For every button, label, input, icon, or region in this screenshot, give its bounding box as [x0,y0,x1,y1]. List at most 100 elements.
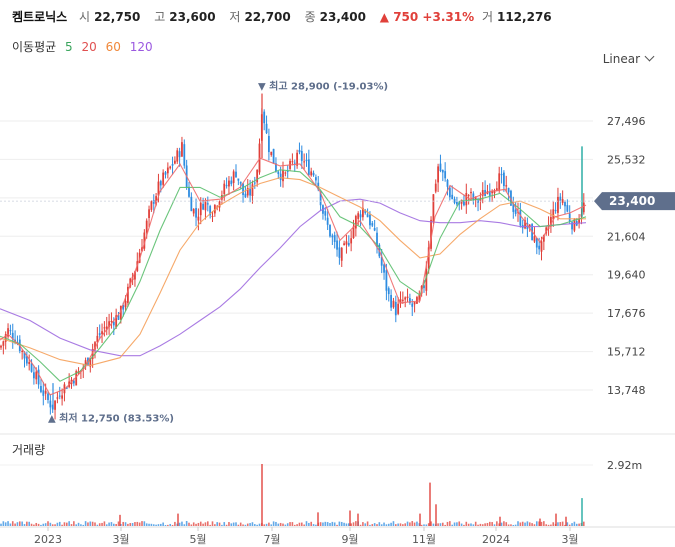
volume-bar [256,524,258,526]
candle-body [44,390,47,394]
volume-bar [183,524,186,526]
volume-bar [277,523,280,526]
volume-spike-bar [565,516,567,526]
volume-bar [298,522,301,526]
volume-bar [190,524,193,526]
candle-body [291,161,294,163]
candle-body [119,305,122,320]
candle-body [434,183,437,192]
candle-body [390,295,392,308]
volume-bar [519,522,522,526]
volume-bar [427,523,430,526]
volume-bar [543,521,545,526]
volume-bar [44,523,47,526]
scale-selector[interactable]: Linear [602,51,655,66]
volume-bar [557,522,559,526]
candle-body [380,256,383,266]
volume-bar [129,523,132,526]
volume-bar [103,521,106,526]
volume-bar [164,524,167,526]
volume-tick-label: 2.92m [607,459,642,472]
candle-body [265,123,268,134]
ma-legend-label: 이동평균 [12,40,57,54]
candle-body [566,205,569,212]
volume-bar [19,521,21,526]
scale-selector-label: Linear [602,52,640,66]
candle-body [54,400,56,410]
moving-average-legend[interactable]: 이동평균 5 20 60 120 [12,38,158,55]
ma20-line [0,169,587,382]
candle-body [423,285,425,289]
volume-bar [352,522,355,526]
candle-body [112,321,115,326]
volume-spike-bar [419,513,421,526]
volume-bar [0,523,2,526]
candle-body [465,192,468,206]
volume-bar [279,522,282,526]
candle-body [568,213,571,222]
volume-bar [275,521,277,526]
candle-body [456,201,458,205]
volume-value: 112,276 [496,10,552,24]
candle-body [98,333,101,336]
ma20-legend: 20 [81,40,97,54]
volume-bar [493,524,496,526]
volume-bar [113,523,115,526]
volume-bar [512,524,515,526]
volume-bar [390,522,392,526]
candle-body [573,219,576,231]
volume-bar [223,522,226,526]
volume-bar [58,521,61,526]
price-tick-label: 17,676 [607,307,646,320]
candle-body [338,247,341,258]
volume-bar [319,522,322,526]
x-tick-label: 3월 [561,533,578,546]
candle-body [235,171,237,178]
volume-bar [199,521,202,526]
candle-body [242,183,244,195]
volume-bar [484,523,486,526]
volume-bar [23,524,26,526]
volume-bar [82,524,85,526]
candle-body [9,330,12,332]
candle-body [166,167,169,174]
volume-bar [141,521,143,526]
volume-bar [491,522,493,526]
volume-bar [155,524,157,526]
volume-bar [573,521,576,526]
volume-bar [254,524,256,526]
volume-bar [237,524,240,526]
volume-spike-bar [555,513,557,526]
volume-spike-bar [357,513,359,526]
volume-bar [345,523,348,526]
volume-bar [270,524,273,526]
volume-bar [249,523,251,526]
candle-body [385,270,388,291]
volume-bar [583,521,585,526]
high-annotation: ▼ 최고 28,900 (-19.03%) [258,80,388,93]
candle-body [256,169,259,183]
candle-body [33,372,35,379]
candle-body [171,164,174,166]
high-value: 23,600 [169,10,216,24]
volume-bar [286,523,289,526]
candle-body [23,351,26,359]
high-label: 고 [154,10,166,24]
volume-bar [246,523,249,526]
candle-body [176,150,179,162]
candle-body [181,142,183,157]
low-annotation: ▲ 최저 12,750 (83.53%) [48,412,174,425]
candle-body [467,195,470,197]
volume-bar [160,523,162,526]
volume-bar [63,522,66,526]
volume-bar [26,521,28,526]
candle-body [392,300,395,308]
volume-bar [258,523,261,526]
stock-name: 켐트로닉스 [12,10,68,24]
volume-bar [291,522,294,526]
candle-body [315,177,317,181]
candle-body [514,209,517,214]
candle-body [371,223,374,226]
candle-body [89,358,92,367]
